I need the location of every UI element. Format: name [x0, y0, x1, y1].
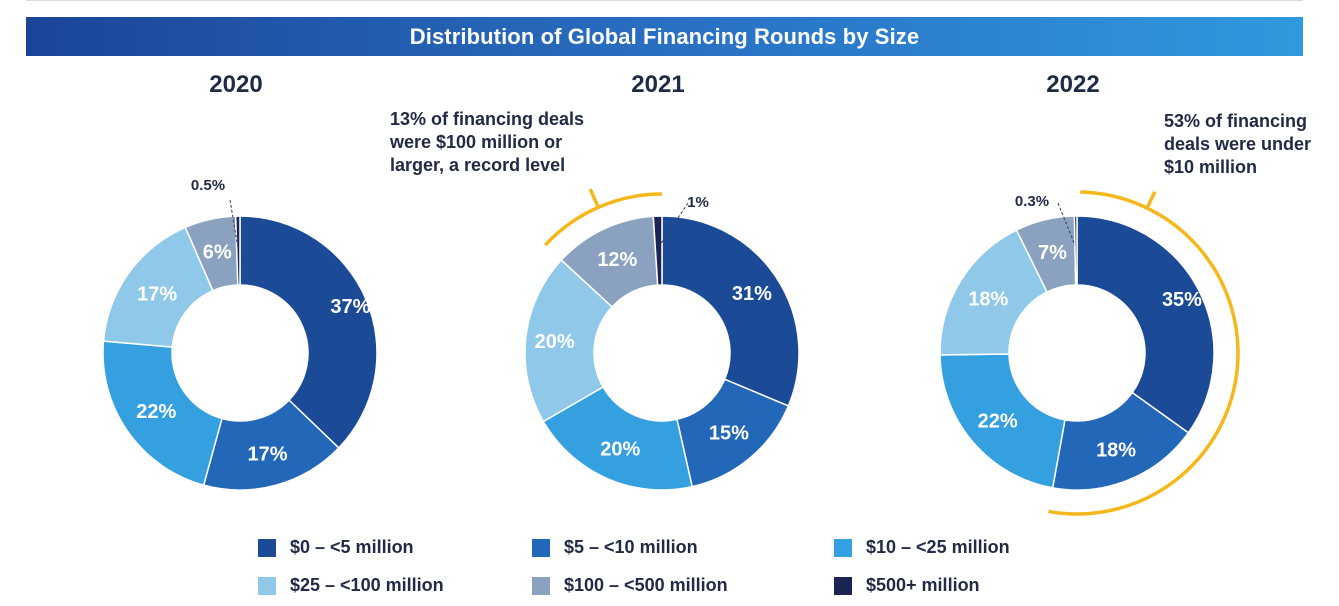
legend-label: $25 – <100 million [290, 575, 444, 595]
slice-label: 17% [248, 443, 288, 465]
year-title: 2022 [1046, 71, 1099, 98]
annotation-text: 13% of financing deals were $100 million … [389, 109, 584, 175]
legend-swatch [258, 576, 276, 595]
annotation-tick [588, 188, 600, 209]
slice-label: 6% [203, 242, 232, 264]
legend-label: $500+ million [866, 575, 980, 595]
slice-label: 20% [600, 438, 640, 460]
legend-label: $100 – <500 million [564, 575, 728, 595]
legend: $0 – <5 million $5 – <10 million $10 – <… [258, 537, 1078, 603]
slice-5 [1073, 215, 1078, 286]
slice-label: 7% [1038, 242, 1067, 264]
leader-line [229, 199, 239, 249]
legend-item-5-10m: $5 – <10 million [532, 537, 698, 558]
slice-5 [234, 215, 241, 286]
slice-label: 22% [978, 410, 1018, 432]
year-title: 2021 [631, 71, 684, 98]
donut-chart-2021: 2021 31% 15% 20% 20% 12% 1% 13% of financing de… [389, 71, 800, 491]
legend-swatch [258, 538, 276, 557]
legend-item-100-500m: $100 – <500 million [532, 575, 728, 596]
title-banner: Distribution of Global Financing Rounds … [26, 17, 1303, 56]
legend-label: $5 – <10 million [564, 537, 698, 557]
legend-item-500m-plus: $500+ million [834, 575, 980, 596]
slice-1 [202, 399, 340, 491]
year-title: 2020 [209, 71, 262, 98]
legend-swatch [532, 576, 550, 595]
slice-label: 37% [330, 296, 370, 318]
legend-item-0-5m: $0 – <5 million [258, 537, 414, 558]
chart-title: Distribution of Global Financing Rounds … [409, 23, 920, 49]
donut-chart-2022: 2022 35% 18% 22% 18% 7% 0.3% 53% of financing de… [939, 71, 1311, 516]
slice-label: 0.5% [191, 177, 225, 194]
legend-swatch [834, 538, 852, 557]
legend-item-25-100m: $25 – <100 million [258, 575, 444, 596]
legend-item-10-25m: $10 – <25 million [834, 537, 1010, 558]
slice-2 [939, 353, 1066, 489]
slice-label: 20% [535, 331, 575, 353]
slice-2 [102, 340, 223, 487]
slice-0 [1076, 215, 1215, 434]
slice-label: 18% [968, 289, 1008, 311]
slice-label: 17% [137, 283, 177, 305]
legend-swatch [834, 576, 852, 595]
donut-chart-2020: 2020 37% 17% 22% 17% 6% 0.5% [102, 71, 378, 491]
slice-label: 15% [709, 423, 749, 445]
slice-label: 22% [136, 401, 176, 423]
slice-0 [661, 215, 800, 407]
top-divider [26, 0, 1303, 1]
slice-label: 1% [687, 194, 709, 211]
slice-label: 12% [597, 249, 637, 271]
slice-label: 0.3% [1015, 193, 1049, 210]
slice-3 [524, 258, 614, 423]
slice-label: 35% [1162, 289, 1202, 311]
annotation-bracket [543, 192, 663, 247]
annotation-bracket [1048, 190, 1240, 516]
legend-label: $0 – <5 million [290, 537, 414, 557]
annotation-text: 53% of financing deals were under $10 mill… [1164, 111, 1311, 177]
slice-label: 18% [1096, 439, 1136, 461]
annotation-tick [1145, 191, 1157, 209]
slice-3 [102, 226, 214, 348]
slice-5 [652, 215, 663, 286]
leader-line [1057, 202, 1076, 246]
leader-line [659, 202, 689, 246]
slice-2 [542, 385, 694, 491]
legend-label: $10 – <25 million [866, 537, 1010, 557]
legend-swatch [532, 538, 550, 557]
slice-0 [239, 215, 378, 450]
slice-label: 31% [732, 283, 772, 305]
